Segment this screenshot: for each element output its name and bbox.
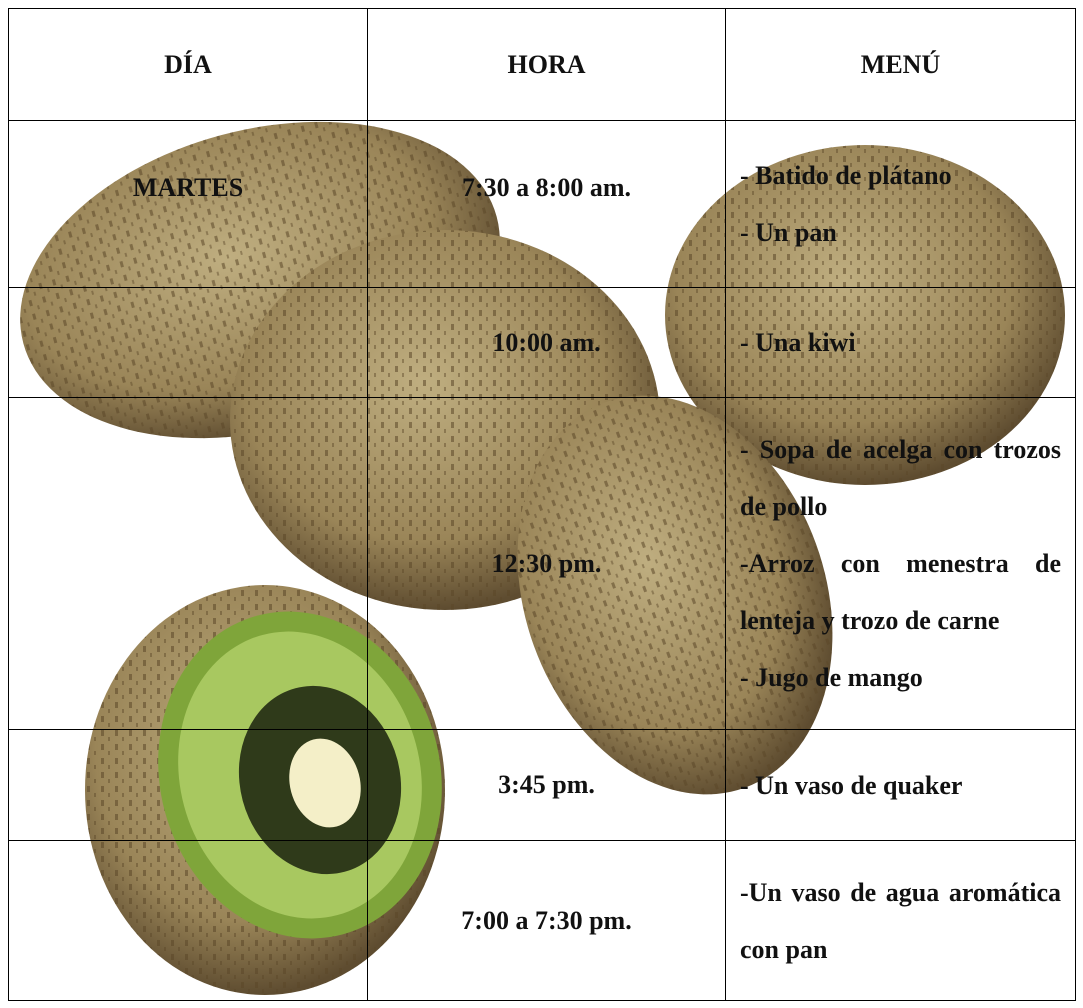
day-cell: [8, 287, 368, 398]
row: 10:00 am. - Una kiwi: [8, 287, 1076, 398]
row: MARTES 7:30 a 8:00 am. - Batido de plátano…: [8, 120, 1076, 288]
row: 3:45 pm. - Un vaso de quaker: [8, 729, 1076, 841]
time-cell: 10:00 am.: [367, 287, 726, 398]
menu-cell: -Un vaso de agua aromática con pan: [725, 840, 1076, 1001]
row: 12:30 pm. - Sopa de acelga con trozos de …: [8, 397, 1076, 730]
menu-cell: - Batido de plátano - Un pan: [725, 120, 1076, 288]
menu-item: - Sopa de acelga con trozos de pollo: [740, 435, 1061, 521]
day-cell: [8, 840, 368, 1001]
header-cell: DÍA: [8, 8, 368, 121]
time-cell: 3:45 pm.: [367, 729, 726, 841]
header-row: DÍA HORA MENÚ: [8, 8, 1076, 121]
header-cell: HORA: [367, 8, 726, 121]
menu-table: DÍA HORA MENÚ MARTES 7:30 a 8:00 am. - Batido…: [8, 8, 1076, 1001]
menu-item: -Arroz con menestra de lenteja y trozo d…: [740, 549, 1061, 635]
day-cell: MARTES: [8, 120, 368, 288]
time-cell: 12:30 pm.: [367, 397, 726, 730]
menu-item: - Jugo de mango: [740, 663, 923, 692]
menu-item: -Un vaso de agua aromática con pan: [740, 877, 1061, 964]
time-cell: 7:30 a 8:00 am.: [367, 120, 726, 288]
menu-item: - Un pan: [740, 218, 837, 247]
day-cell: [8, 729, 368, 841]
menu-cell: - Sopa de acelga con trozos de pollo -Arr…: [725, 397, 1076, 730]
day-cell: [8, 397, 368, 730]
menu-item: - Batido de plátano: [740, 161, 952, 190]
menu-cell: - Una kiwi: [725, 287, 1076, 398]
menu-item: - Una kiwi: [740, 328, 856, 357]
menu-item: - Un vaso de quaker: [740, 770, 963, 800]
time-cell: 7:00 a 7:30 pm.: [367, 840, 726, 1001]
menu-cell: - Un vaso de quaker: [725, 729, 1076, 841]
header-cell: MENÚ: [725, 8, 1076, 121]
row: 7:00 a 7:30 pm. -Un vaso de agua aromátic…: [8, 840, 1076, 1001]
